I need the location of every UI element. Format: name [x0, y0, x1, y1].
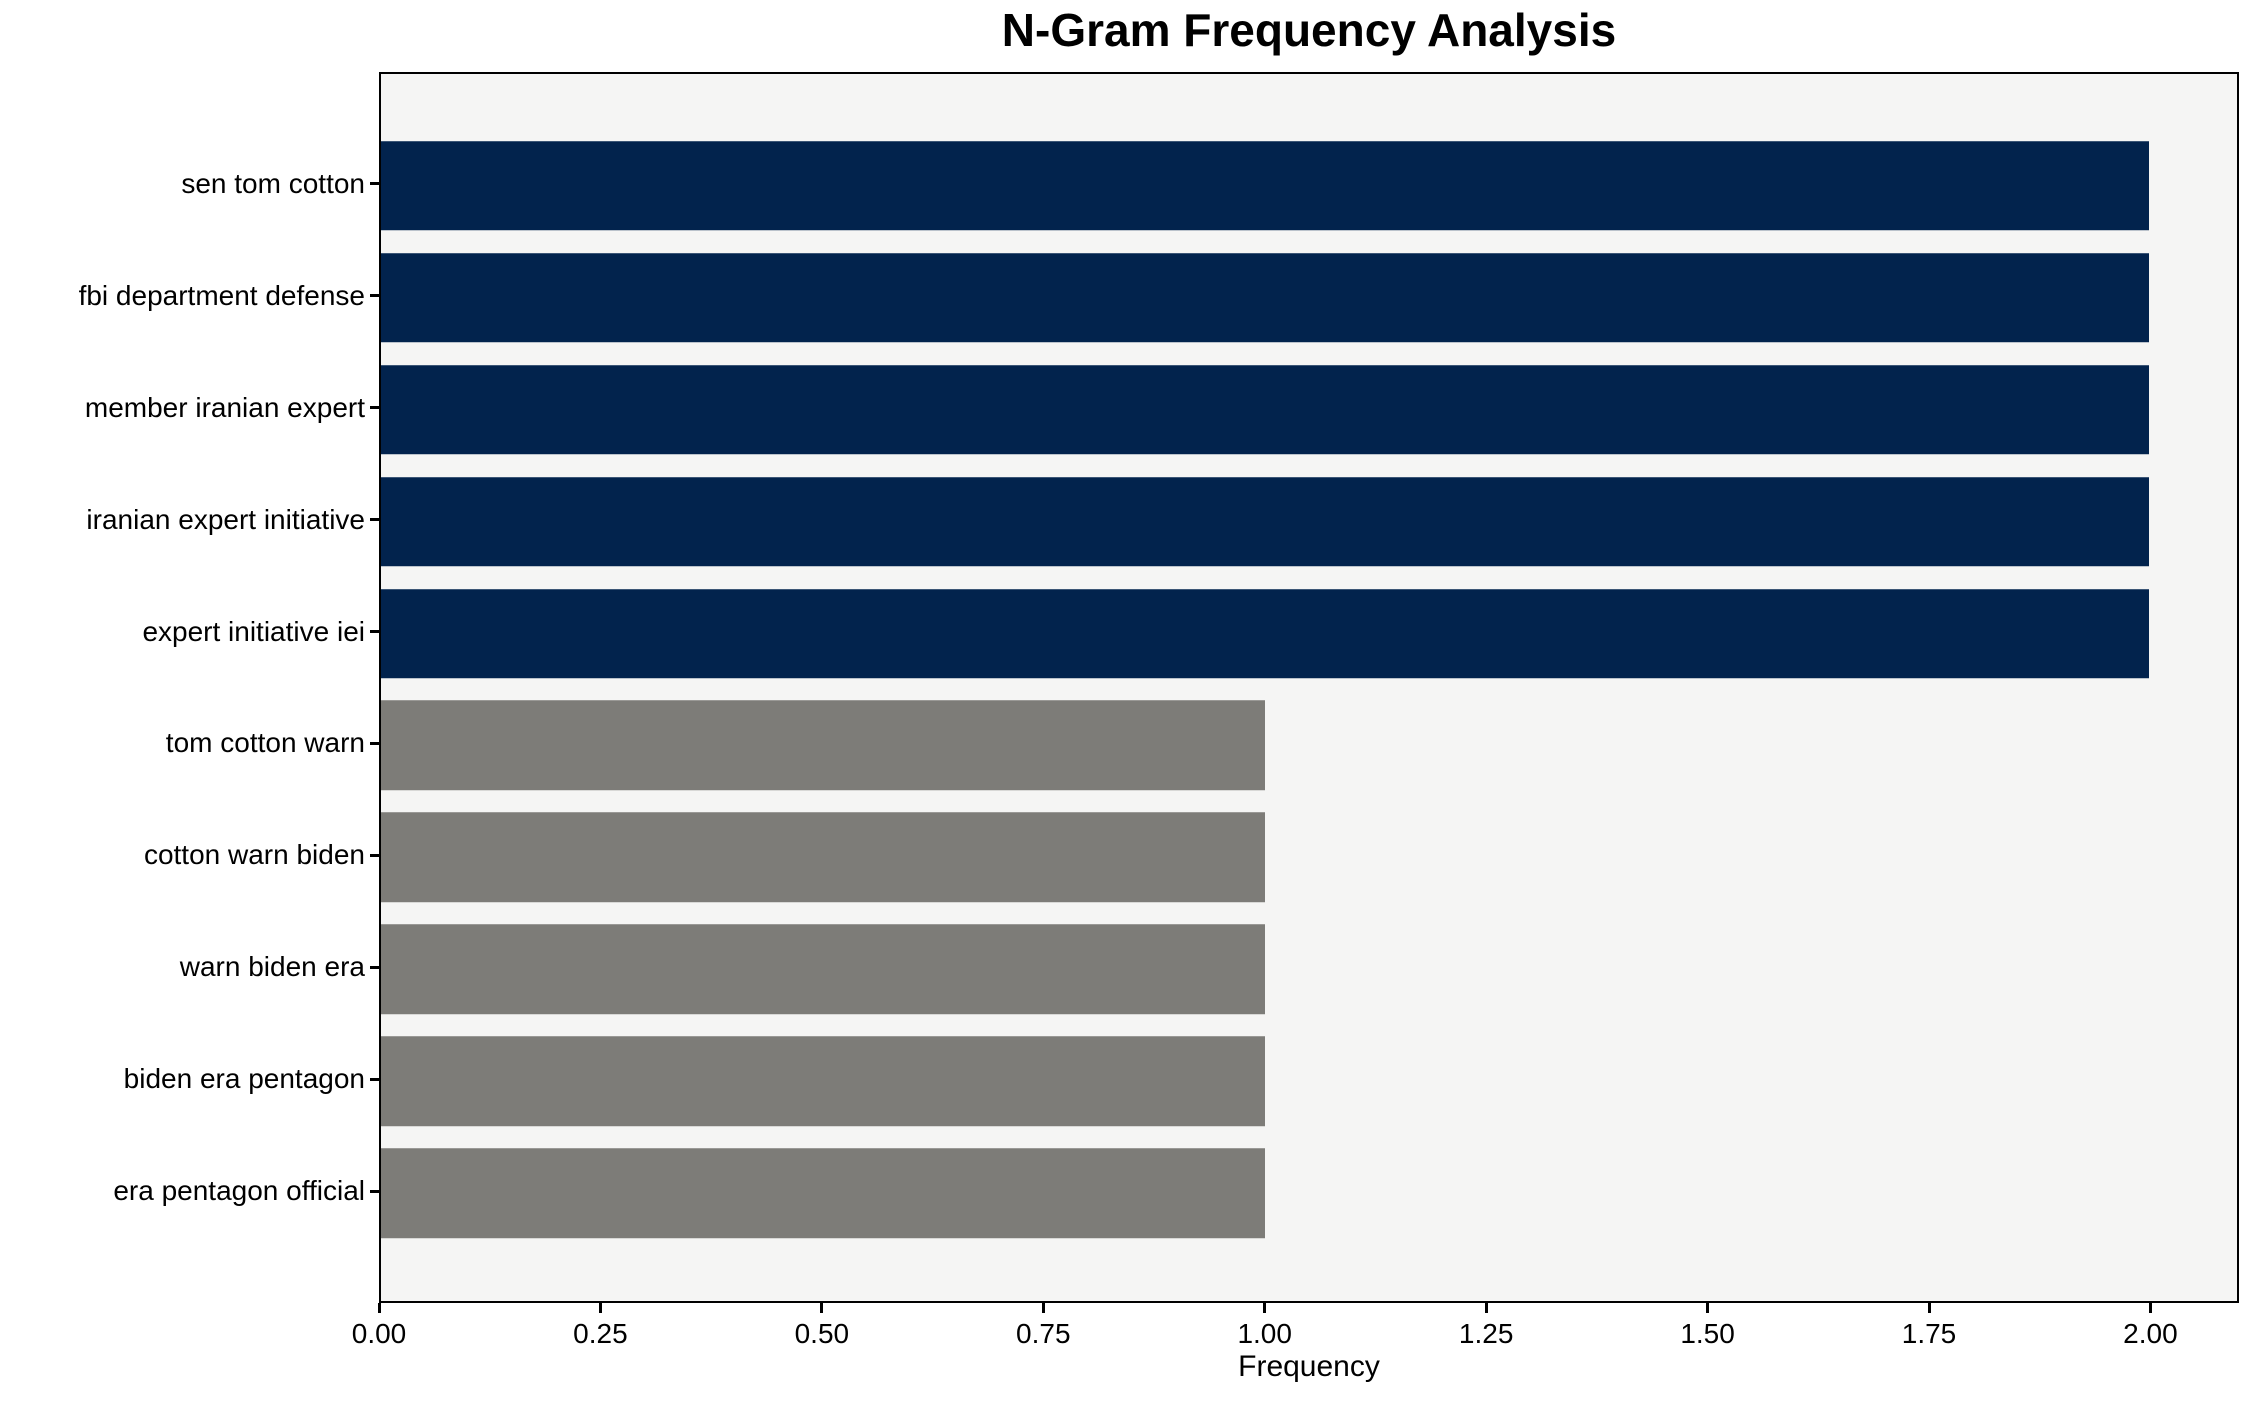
- x-tick-label: 0.25: [573, 1318, 628, 1349]
- y-tick-mark: [370, 518, 379, 522]
- y-tick-label: iranian expert initiative: [86, 503, 365, 535]
- y-tick-mark: [370, 294, 379, 298]
- bar: [381, 364, 2149, 455]
- x-tick-mark: [377, 1303, 381, 1313]
- x-tick-mark: [820, 1303, 824, 1313]
- plot-area: [379, 72, 2239, 1303]
- x-tick-label: 1.50: [1680, 1318, 1735, 1349]
- x-tick-label: 0.75: [1016, 1318, 1071, 1349]
- y-tick-mark: [370, 741, 379, 745]
- x-tick-label: 0.50: [794, 1318, 850, 1349]
- y-tick-label: warn biden era: [179, 951, 365, 983]
- bar: [381, 700, 1265, 791]
- y-tick-label: tom cotton warn: [165, 727, 365, 759]
- bar: [381, 141, 2149, 231]
- y-tick-label: member iranian expert: [84, 391, 365, 423]
- x-tick-mark: [1706, 1303, 1710, 1313]
- y-tick-label: biden era pentagon: [123, 1063, 365, 1095]
- bar: [381, 1036, 1265, 1126]
- x-tick-mark: [1041, 1303, 1045, 1313]
- x-tick-label: 1.75: [1901, 1318, 1957, 1349]
- x-axis-title: Frequency: [1238, 1350, 1380, 1383]
- bar: [381, 588, 2149, 679]
- y-tick-mark: [370, 406, 379, 410]
- x-tick-label: 2.00: [2123, 1318, 2178, 1349]
- bar: [381, 812, 1265, 903]
- x-tick-mark: [1484, 1303, 1488, 1313]
- bar: [381, 253, 2149, 343]
- x-tick-label: 1.25: [1458, 1318, 1514, 1349]
- bar: [381, 476, 2149, 567]
- x-tick-label: 0.00: [351, 1318, 407, 1349]
- y-tick-mark: [370, 853, 379, 857]
- y-tick-mark: [370, 182, 379, 186]
- y-tick-label: fbi department defense: [78, 279, 365, 311]
- x-tick-mark: [1263, 1303, 1267, 1313]
- y-tick-mark: [370, 630, 379, 634]
- y-tick-label: expert initiative iei: [142, 615, 365, 647]
- chart-title: N-Gram Frequency Analysis: [1001, 4, 1617, 56]
- y-tick-mark: [370, 965, 379, 969]
- x-tick-mark: [598, 1303, 602, 1313]
- x-tick-mark: [1927, 1303, 1931, 1313]
- x-tick-label: 1.00: [1237, 1318, 1292, 1349]
- y-tick-label: cotton warn biden: [143, 839, 365, 871]
- y-tick-mark: [370, 1189, 379, 1193]
- bar: [381, 924, 1265, 1015]
- y-tick-mark: [370, 1077, 379, 1081]
- x-tick-mark: [2148, 1303, 2152, 1313]
- y-tick-label: sen tom cotton: [181, 167, 365, 199]
- bar: [381, 1148, 1265, 1238]
- y-tick-label: era pentagon official: [113, 1175, 365, 1207]
